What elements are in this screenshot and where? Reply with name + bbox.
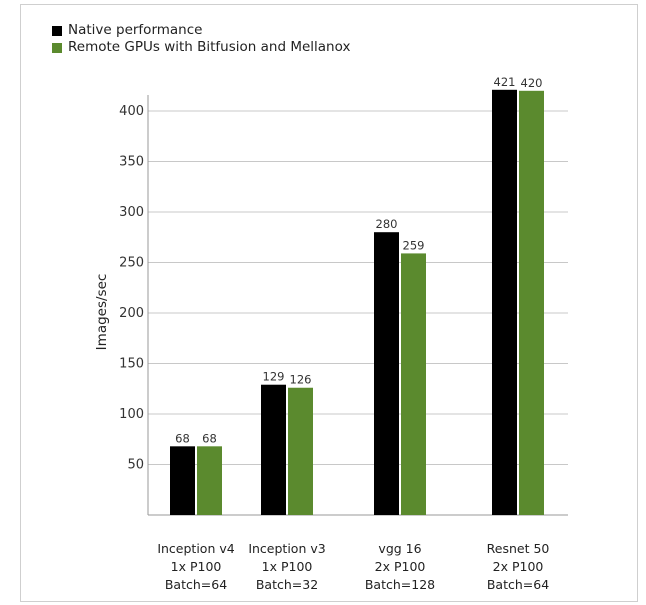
- y-tick-label: 100: [119, 407, 144, 422]
- y-tick-label: 300: [119, 205, 144, 220]
- chart-frame: [20, 4, 638, 602]
- x-category-line: vgg 16: [378, 541, 422, 556]
- bar-remote: [401, 253, 426, 515]
- y-tick-label: 350: [119, 155, 144, 170]
- data-label: 68: [202, 431, 217, 445]
- x-category-label: Resnet 50 2x P100 Batch=64: [463, 540, 573, 594]
- bar-native: [374, 232, 399, 515]
- x-category-line: Resnet 50: [486, 541, 550, 556]
- y-tick-label: 200: [119, 306, 144, 321]
- bar-remote: [519, 90, 544, 516]
- x-category-line: 2x P100: [374, 559, 426, 574]
- bar-remote: [288, 387, 313, 515]
- x-category-line: 1x P100: [170, 559, 222, 574]
- y-tick-label: 400: [119, 104, 144, 119]
- bar-native: [261, 384, 286, 515]
- bar-remote: [197, 446, 222, 515]
- y-tick-label: 250: [119, 256, 144, 271]
- x-category-label: Inception v4 1x P100 Batch=64: [141, 540, 251, 594]
- data-label: 126: [290, 373, 312, 387]
- y-tick-label: 50: [127, 458, 144, 473]
- x-category-line: Inception v4: [157, 541, 235, 556]
- x-category-line: Batch=64: [486, 577, 550, 592]
- legend-swatch-native: [52, 25, 62, 36]
- x-category-label: vgg 16 2x P100 Batch=128: [345, 540, 455, 594]
- legend-item-remote: Remote GPUs with Bitfusion and Mellanox: [52, 39, 350, 56]
- legend: Native performance Remote GPUs with Bitf…: [52, 22, 350, 56]
- x-category-line: Batch=128: [364, 577, 436, 592]
- bar-native: [492, 89, 517, 515]
- y-axis-title: Images/sec: [94, 274, 110, 351]
- x-category-line: Inception v3: [248, 541, 326, 556]
- x-category-label: Inception v3 1x P100 Batch=32: [232, 540, 342, 594]
- x-category-line: 1x P100: [261, 559, 313, 574]
- legend-label-remote: Remote GPUs with Bitfusion and Mellanox: [68, 39, 351, 55]
- data-label: 420: [521, 76, 543, 90]
- legend-swatch-remote: [52, 42, 62, 53]
- y-tick-label: 150: [119, 357, 144, 372]
- x-category-line: Batch=64: [164, 577, 228, 592]
- legend-item-native: Native performance: [52, 22, 350, 39]
- data-label: 421: [494, 75, 516, 89]
- data-label: 259: [403, 238, 425, 252]
- data-label: 129: [263, 370, 285, 384]
- x-category-line: Batch=32: [255, 577, 319, 592]
- data-label: 68: [175, 431, 190, 445]
- legend-label-native: Native performance: [68, 22, 203, 38]
- bar-native: [170, 446, 195, 515]
- data-label: 280: [376, 217, 398, 231]
- x-category-line: 2x P100: [492, 559, 544, 574]
